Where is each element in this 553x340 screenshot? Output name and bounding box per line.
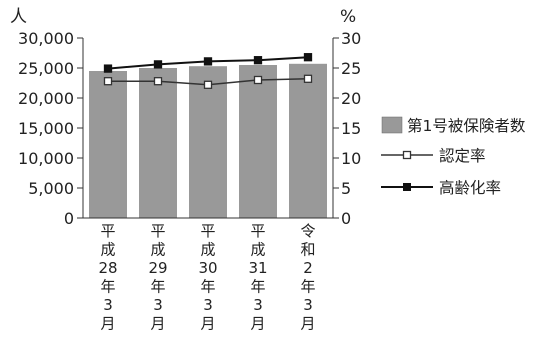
series-1-point-4 (303, 74, 313, 83)
series-2-point-1 (153, 60, 163, 69)
category-1-char-3: 年 (150, 278, 165, 296)
right-tick-label-1: 5 (341, 179, 351, 198)
category-0-char-3: 年 (100, 278, 115, 296)
category-0-char-2: 28 (98, 259, 117, 277)
category-1-char-1: 成 (150, 241, 165, 259)
right-tick-label-4: 20 (341, 89, 361, 108)
category-1-char-0: 平 (150, 222, 165, 240)
bar-2 (189, 66, 227, 218)
legend-marker-certification (402, 150, 412, 160)
left-tick-label-4: 20,000 (18, 89, 74, 108)
bar-4 (289, 63, 327, 218)
bars (89, 63, 327, 218)
series-2-point-2 (203, 57, 213, 66)
category-2-char-3: 年 (200, 278, 215, 296)
left-tick-label-0: 0 (64, 209, 74, 228)
left-tick-label-6: 30,000 (18, 29, 74, 48)
series-1-point-0 (103, 77, 113, 86)
right-axis-unit: % (340, 7, 356, 27)
legend: 第1号被保険者数 認定率 高齢化率 (381, 116, 526, 197)
right-tick-label-5: 25 (341, 59, 361, 78)
category-4-char-1: 和 (300, 241, 315, 259)
legend-marker-aging (403, 183, 411, 191)
left-tick-label-3: 15,000 (18, 119, 74, 138)
category-4-char-0: 令 (300, 222, 315, 240)
category-1-char-2: 29 (148, 259, 167, 277)
category-3-char-2: 31 (248, 259, 267, 277)
bar-3 (239, 65, 277, 218)
category-2-char-5: 月 (200, 315, 215, 333)
series-1-point-2 (203, 80, 213, 89)
right-tick-label-6: 30 (341, 29, 361, 48)
left-axis-unit: 人 (10, 7, 27, 27)
category-0-char-1: 成 (100, 241, 115, 259)
left-tick-label-1: 5,000 (28, 179, 74, 198)
category-2-char-0: 平 (200, 222, 215, 240)
category-0-char-4: 3 (103, 296, 113, 314)
series-2-point-0 (103, 64, 113, 73)
left-tick-label-5: 25,000 (18, 59, 74, 78)
legend-label-certification: 認定率 (439, 147, 486, 165)
legend-label-aging: 高齢化率 (439, 179, 501, 197)
series-2-point-3 (253, 56, 263, 65)
category-1-char-5: 月 (150, 315, 165, 333)
legend-swatch-bar (381, 116, 403, 134)
right-tick-label-3: 15 (341, 119, 361, 138)
category-3-char-0: 平 (250, 222, 265, 240)
series-1-point-3 (253, 75, 263, 85)
category-1-char-4: 3 (153, 296, 163, 314)
series-1-point-1 (153, 77, 163, 86)
series-2-point-4 (303, 53, 313, 62)
category-3-char-4: 3 (253, 296, 263, 314)
category-0-char-5: 月 (100, 315, 115, 333)
category-0-char-0: 平 (100, 222, 115, 240)
category-4-char-4: 3 (303, 296, 313, 314)
category-4-char-2: 2 (303, 259, 313, 277)
legend-label-population: 第1号被保険者数 (407, 117, 526, 135)
category-2-char-2: 30 (198, 259, 217, 277)
category-2-char-4: 3 (203, 296, 213, 314)
category-3-char-1: 成 (250, 241, 265, 259)
right-tick-label-2: 10 (341, 149, 361, 168)
bar-0 (89, 71, 127, 218)
lines (103, 53, 313, 89)
category-4-char-5: 月 (300, 315, 315, 333)
category-2-char-1: 成 (200, 241, 215, 259)
right-tick-label-0: 0 (341, 209, 351, 228)
left-tick-label-2: 10,000 (18, 149, 74, 168)
category-4-char-3: 年 (300, 278, 315, 296)
category-3-char-3: 年 (250, 278, 265, 296)
bar-1 (139, 68, 177, 218)
category-3-char-5: 月 (250, 315, 265, 333)
axes: 0 5,000 10,000 15,000 20,000 25,000 30,000 0 5 10… (18, 29, 361, 228)
